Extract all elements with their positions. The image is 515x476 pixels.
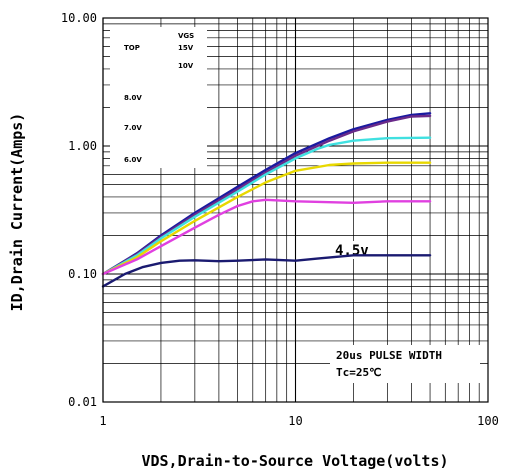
series-group (101, 112, 432, 288)
series-line-3 (101, 161, 432, 276)
series-line-2 (101, 136, 432, 276)
x-tick-label: 10 (288, 414, 302, 428)
legend-entry-15v: 15V (178, 44, 194, 52)
y-tick-label: 0.10 (68, 267, 97, 281)
y-tick-label: 1.00 (68, 139, 97, 153)
conditions-line2: Tc=25℃ (336, 366, 381, 379)
y-tick-label: 0.01 (68, 395, 97, 409)
series-line-5 (101, 254, 432, 288)
x-tick-label: 100 (477, 414, 499, 428)
legend-entry-7v: 7.0V (124, 124, 142, 132)
x-tick-label: 1 (99, 414, 106, 428)
legend-header: VGS (178, 32, 194, 40)
legend-box (110, 27, 207, 168)
y-axis-label: ID,Drain Current(Amps) (8, 113, 26, 312)
conditions-line1: 20us PULSE WIDTH (336, 349, 442, 362)
plot-frame (102, 17, 489, 403)
legend-entry-6v: 6.0V (124, 156, 142, 164)
tick-labels: 1 10 100 10.00 1.00 0.10 0.01 (61, 11, 499, 428)
conditions-annotation: 20us PULSE WIDTH Tc=25℃ (330, 345, 480, 383)
legend-top-label: TOP (124, 44, 140, 52)
conditions-box (330, 345, 480, 383)
legend: VGS TOP 15V 10V 8.0V 7.0V 6.0V (110, 27, 207, 168)
series-line-4 (101, 198, 432, 276)
legend-entry-8v: 8.0V (124, 94, 142, 102)
y-tick-label: 10.00 (61, 11, 97, 25)
legend-entry-10v: 10V (178, 62, 194, 70)
x-axis-label: VDS,Drain-to-Source Voltage(volts) (141, 452, 448, 470)
